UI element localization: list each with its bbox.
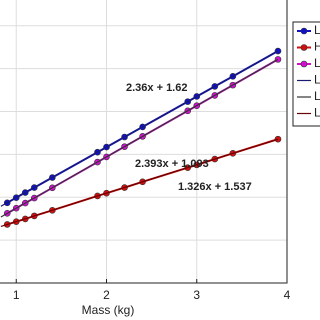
legend-marker (300, 60, 308, 68)
legend-label: L (314, 106, 320, 120)
legend-label: H (314, 40, 320, 54)
x-tick-label: 4 (284, 288, 291, 302)
annotation: 2.36x + 1.62 (126, 82, 187, 94)
x-tick-label: 1 (13, 288, 20, 302)
series-line (0, 138, 279, 227)
plot-frame (0, 0, 288, 284)
x-tick-label: 2 (103, 288, 110, 302)
legend-label: L (314, 89, 320, 103)
x-tick-label: 3 (193, 288, 200, 302)
legend-label: L (314, 73, 320, 87)
series-line (0, 58, 279, 218)
x-axis-label: Mass (kg) (82, 303, 135, 317)
legend-label: L (314, 23, 320, 37)
plot-area (0, 0, 288, 283)
legend-marker (300, 27, 308, 35)
legend-marker (300, 44, 308, 51)
series-line (0, 50, 279, 207)
legend-box (292, 21, 320, 127)
marker (274, 56, 282, 63)
annotation: 1.326x + 1.537 (178, 181, 252, 193)
legend-label: L (314, 56, 320, 70)
annotation: 2.393x + 1.093 (135, 158, 209, 170)
